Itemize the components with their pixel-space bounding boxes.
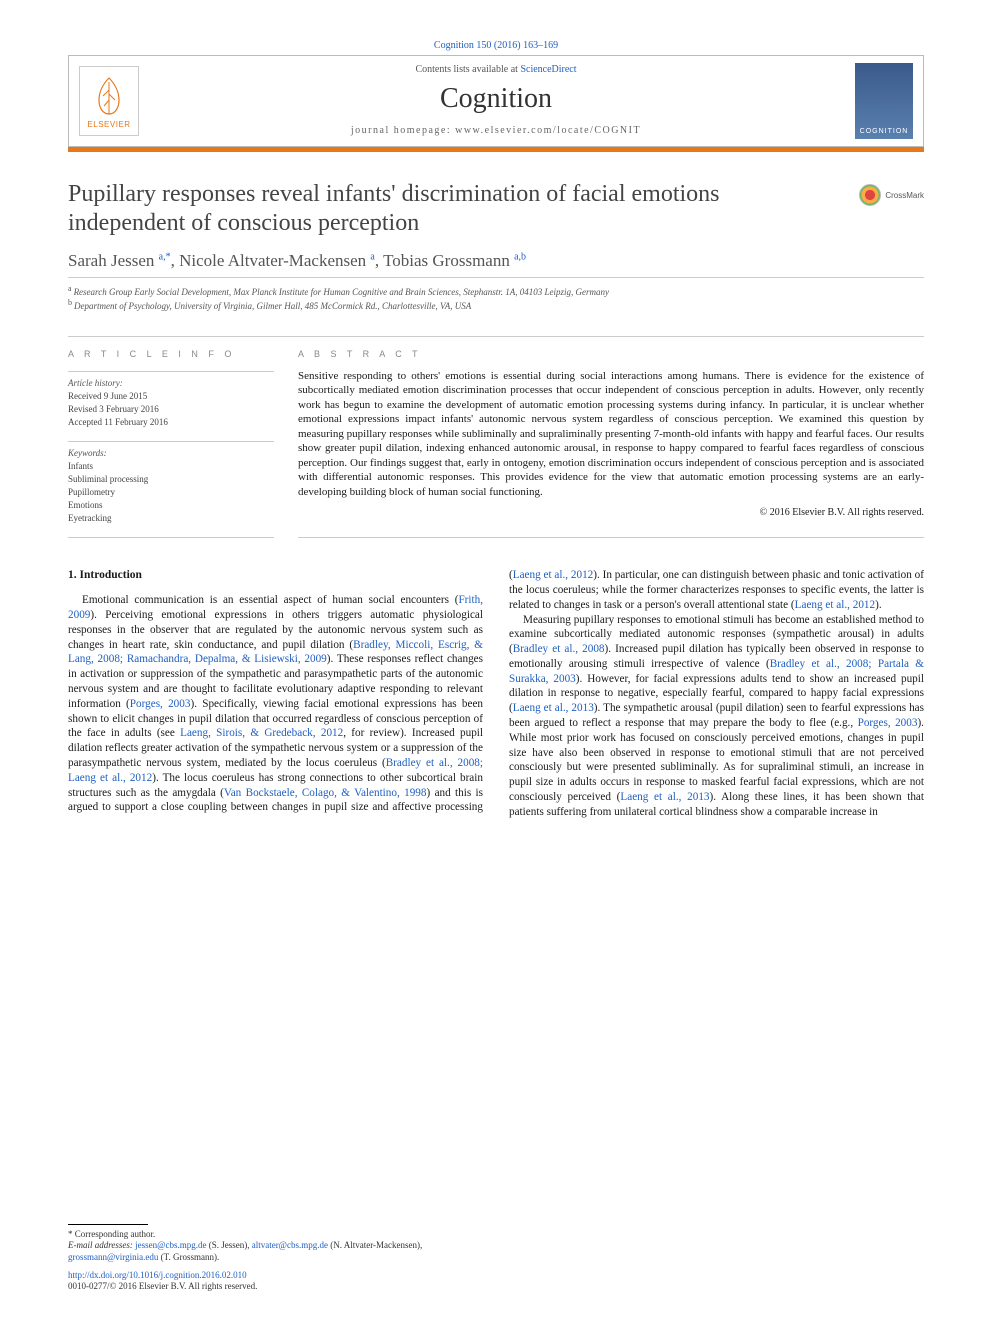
section-1-heading: 1. Introduction [68,568,483,583]
ref-vanbockstaele-1998[interactable]: Van Bockstaele, Colago, & Valentino, 199… [224,787,427,799]
intro-paragraph-2: Measuring pupillary responses to emotion… [509,613,924,820]
body-two-column: 1. Introduction Emotional communication … [68,568,924,819]
ref-bradley-2008b[interactable]: Bradley et al., 2008 [513,643,605,655]
sciencedirect-link[interactable]: ScienceDirect [520,64,576,75]
corr-mark: * [68,1229,73,1239]
article-title: Pupillary responses reveal infants' disc… [68,180,808,239]
doi-link[interactable]: http://dx.doi.org/10.1016/j.cognition.20… [68,1270,247,1280]
copyright-line: © 2016 Elsevier B.V. All rights reserved… [298,507,924,518]
history-entry: Accepted 11 February 2016 [68,416,274,429]
issn-copyright-line: 0010-0277/© 2016 Elsevier B.V. All right… [68,1281,478,1293]
email-label: E-mail addresses: [68,1240,133,1250]
author-email[interactable]: altvater@cbs.mpg.de [252,1240,328,1250]
contents-prefix: Contents lists available at [415,64,520,75]
corresponding-author-note: * Corresponding author. [68,1229,478,1241]
journal-name: Cognition [69,83,923,115]
keyword-entry: Pupillometry [68,486,274,499]
ref-porges-2003[interactable]: Porges, 2003 [130,698,191,710]
contents-available-line: Contents lists available at ScienceDirec… [69,64,923,75]
ref-laeng-2013b[interactable]: Laeng et al., 2013 [620,791,709,803]
citation-line: Cognition 150 (2016) 163–169 [68,40,924,51]
article-info-column: A R T I C L E I N F O Article history: R… [68,349,274,538]
crossmark-badge[interactable]: CrossMark [859,184,924,206]
ref-laeng-2013[interactable]: Laeng et al., 2013 [513,702,594,714]
journal-home-label: journal homepage: [351,125,455,136]
journal-header: ELSEVIER Contents lists available at Sci… [68,55,924,147]
affiliation-divider [68,277,924,278]
journal-cover-thumb[interactable]: COGNITION [855,63,913,139]
abstract-column: A B S T R A C T Sensitive responding to … [298,349,924,538]
history-entry: Received 9 June 2015 [68,390,274,403]
email-addresses-line: E-mail addresses: jessen@cbs.mpg.de (S. … [68,1240,478,1263]
ref-laeng-2012b[interactable]: Laeng et al., 2012 [513,569,594,581]
elsevier-wordmark: ELSEVIER [87,120,130,129]
ref-laeng-2012[interactable]: Laeng, Sirois, & Gredeback, 2012 [180,727,343,739]
doi-line: http://dx.doi.org/10.1016/j.cognition.20… [68,1270,478,1282]
article-info-head: A R T I C L E I N F O [68,349,274,359]
keyword-entry: Infants [68,460,274,473]
affiliation-line: bDepartment of Psychology, University of… [68,298,924,312]
history-entry: Revised 3 February 2016 [68,403,274,416]
abstract-text: Sensitive responding to others' emotions… [298,369,924,500]
author-email[interactable]: grossmann@virginia.edu [68,1252,158,1262]
keyword-entry: Emotions [68,499,274,512]
footnotes-block: * Corresponding author. E-mail addresses… [68,1224,478,1293]
affiliations: aResearch Group Early Social Development… [68,284,924,312]
journal-homepage-line: journal homepage: www.elsevier.com/locat… [69,125,923,136]
article-history-head: Article history: [68,378,274,388]
keyword-entry: Eyetracking [68,512,274,525]
info-abstract-row: A R T I C L E I N F O Article history: R… [68,336,924,538]
orange-divider [68,147,924,152]
elsevier-logo[interactable]: ELSEVIER [79,66,139,136]
corr-text: Corresponding author. [75,1229,156,1239]
abstract-head: A B S T R A C T [298,349,924,359]
author-email[interactable]: jessen@cbs.mpg.de [135,1240,206,1250]
affiliation-line: aResearch Group Early Social Development… [68,284,924,298]
author-list: Sarah Jessen a,*, Nicole Altvater-Macken… [68,251,924,271]
tree-icon [89,74,129,118]
ref-porges-2003b[interactable]: Porges, 2003 [858,717,918,729]
journal-home-url[interactable]: www.elsevier.com/locate/COGNIT [455,125,641,136]
keywords-head: Keywords: [68,448,274,458]
keyword-entry: Subliminal processing [68,473,274,486]
ref-laeng-2012c[interactable]: Laeng et al., 2012 [795,599,875,611]
footnote-rule [68,1224,148,1225]
crossmark-label: CrossMark [885,191,924,200]
crossmark-icon [859,184,881,206]
